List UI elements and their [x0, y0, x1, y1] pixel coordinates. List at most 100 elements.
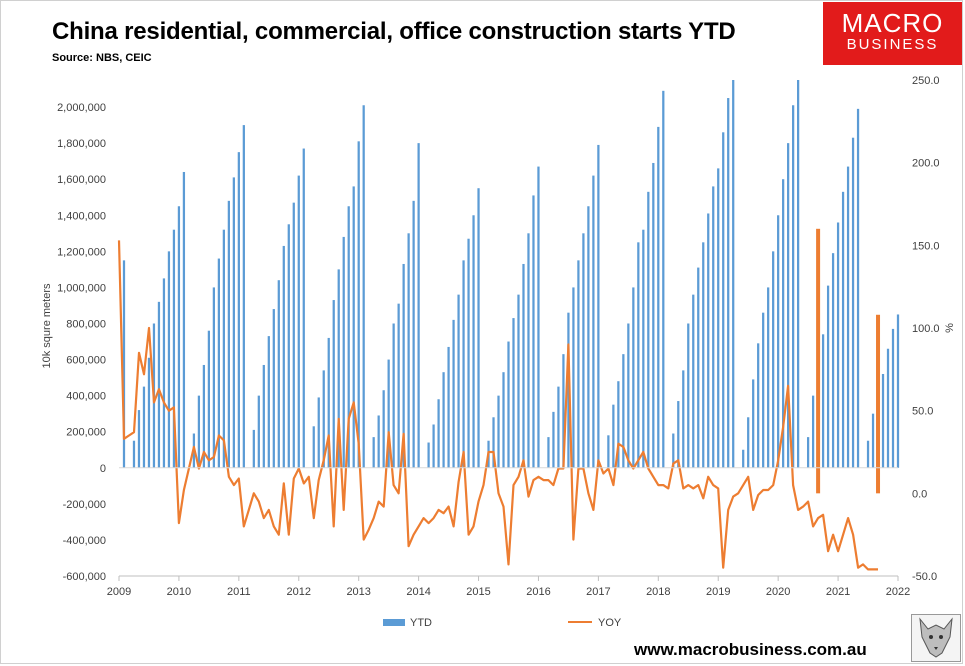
x-tick-label: 2011	[227, 586, 251, 598]
ytd-bar	[811, 395, 815, 468]
ytd-bar	[582, 233, 585, 468]
ytd-bar	[642, 229, 645, 468]
y-left-tick-label: -600,000	[63, 571, 106, 583]
ytd-bar	[637, 242, 640, 468]
ytd-bar	[547, 437, 550, 468]
ytd-bar	[617, 381, 620, 468]
legend-yoy-label: YOY	[598, 617, 622, 629]
ytd-bar	[432, 424, 435, 468]
ytd-bar	[457, 294, 460, 468]
ytd-bar	[517, 294, 520, 468]
y-left-tick-label: -200,000	[63, 499, 106, 511]
ytd-bar	[137, 410, 141, 468]
ytd-bar	[782, 179, 785, 468]
y-left-tick-label: 2,000,000	[57, 102, 106, 114]
ytd-bar	[717, 168, 720, 468]
ytd-bar	[322, 370, 325, 468]
y-right-tick-label: 150.0	[912, 240, 940, 252]
yoy-series-line	[117, 240, 878, 571]
ytd-bar	[787, 143, 790, 468]
ytd-bar	[702, 242, 705, 468]
x-tick-label: 2012	[287, 586, 311, 598]
ytd-bar	[447, 346, 450, 468]
ytd-bar	[682, 370, 685, 468]
ytd-bar	[317, 397, 320, 468]
chart-subtitle: Source: NBS, CEIC	[52, 52, 152, 64]
y-right-tick-label: 0.0	[912, 488, 927, 500]
x-tick-label: 2021	[826, 586, 850, 598]
ytd-bar	[232, 177, 235, 468]
ytd-bar	[797, 80, 800, 468]
ytd-bar	[312, 426, 315, 468]
ytd-bar	[242, 125, 245, 468]
y-right-tick-label: 200.0	[912, 158, 940, 170]
x-tick-label: 2019	[706, 586, 730, 598]
ytd-bar	[272, 309, 275, 468]
ytd-bar	[492, 417, 495, 468]
ytd-bar	[567, 312, 570, 468]
ytd-bar	[687, 323, 690, 468]
legend: YTD YOY	[383, 617, 622, 629]
ytd-bar	[352, 186, 355, 468]
ytd-bar	[347, 206, 350, 468]
macrobusiness-logo: MACRO BUSINESS	[823, 2, 962, 65]
ytd-bar	[147, 357, 151, 468]
ytd-bar	[197, 395, 201, 468]
y-left-tick-label: 1,200,000	[57, 246, 106, 258]
ytd-bar	[372, 437, 375, 468]
ytd-bar	[202, 364, 206, 468]
ytd-bar	[302, 148, 305, 468]
ytd-bar	[262, 364, 265, 468]
ytd-bar	[891, 328, 895, 468]
y-right-axis-title: %	[944, 323, 956, 333]
legend-ytd-swatch	[383, 619, 405, 626]
ytd-bar	[257, 395, 260, 468]
x-tick-label: 2016	[526, 586, 550, 598]
website-url: www.macrobusiness.com.au	[634, 640, 867, 659]
ytd-bar	[647, 191, 650, 468]
ytd-bar	[142, 386, 146, 468]
ytd-bar	[587, 206, 590, 468]
ytd-bar	[427, 442, 430, 468]
yoy-highlight-bar	[876, 314, 881, 494]
ytd-bar	[622, 354, 625, 468]
wolf-logo-icon	[911, 614, 961, 662]
ytd-bar	[362, 105, 365, 468]
ytd-bar	[772, 251, 775, 468]
ytd-bar	[792, 105, 795, 468]
ytd-bar	[177, 206, 181, 468]
ytd-bar	[512, 318, 515, 468]
x-tick-label: 2017	[586, 586, 610, 598]
ytd-bar	[612, 404, 615, 468]
y-left-tick-label: 1,400,000	[57, 210, 106, 222]
ytd-bar	[856, 108, 860, 468]
ytd-bar	[497, 395, 500, 468]
ytd-bar	[806, 437, 810, 468]
x-tick-label: 2013	[346, 586, 370, 598]
ytd-bar	[712, 186, 715, 468]
ytd-bar	[757, 343, 760, 468]
ytd-bar	[402, 263, 405, 468]
ytd-bar	[896, 314, 900, 468]
y-right-tick-label: -50.0	[912, 571, 937, 583]
ytd-bar	[841, 191, 845, 468]
ytd-bar	[297, 175, 300, 468]
ytd-bar	[462, 260, 465, 468]
ytd-bar	[167, 251, 171, 468]
ytd-bar	[182, 171, 186, 468]
y-left-tick-label: 1,800,000	[57, 138, 106, 150]
logo-line1: MACRO	[841, 8, 944, 38]
ytd-bar	[397, 303, 400, 468]
ytd-bar	[477, 188, 480, 468]
y-left-tick-label: 400,000	[66, 391, 106, 403]
ytd-bars	[122, 80, 900, 468]
ytd-bar	[627, 323, 630, 468]
ytd-bar	[287, 224, 290, 468]
ytd-bar	[172, 229, 176, 468]
ytd-bar	[657, 126, 660, 468]
ytd-bar	[607, 435, 610, 468]
ytd-bar	[866, 440, 870, 468]
ytd-bar	[502, 372, 505, 468]
